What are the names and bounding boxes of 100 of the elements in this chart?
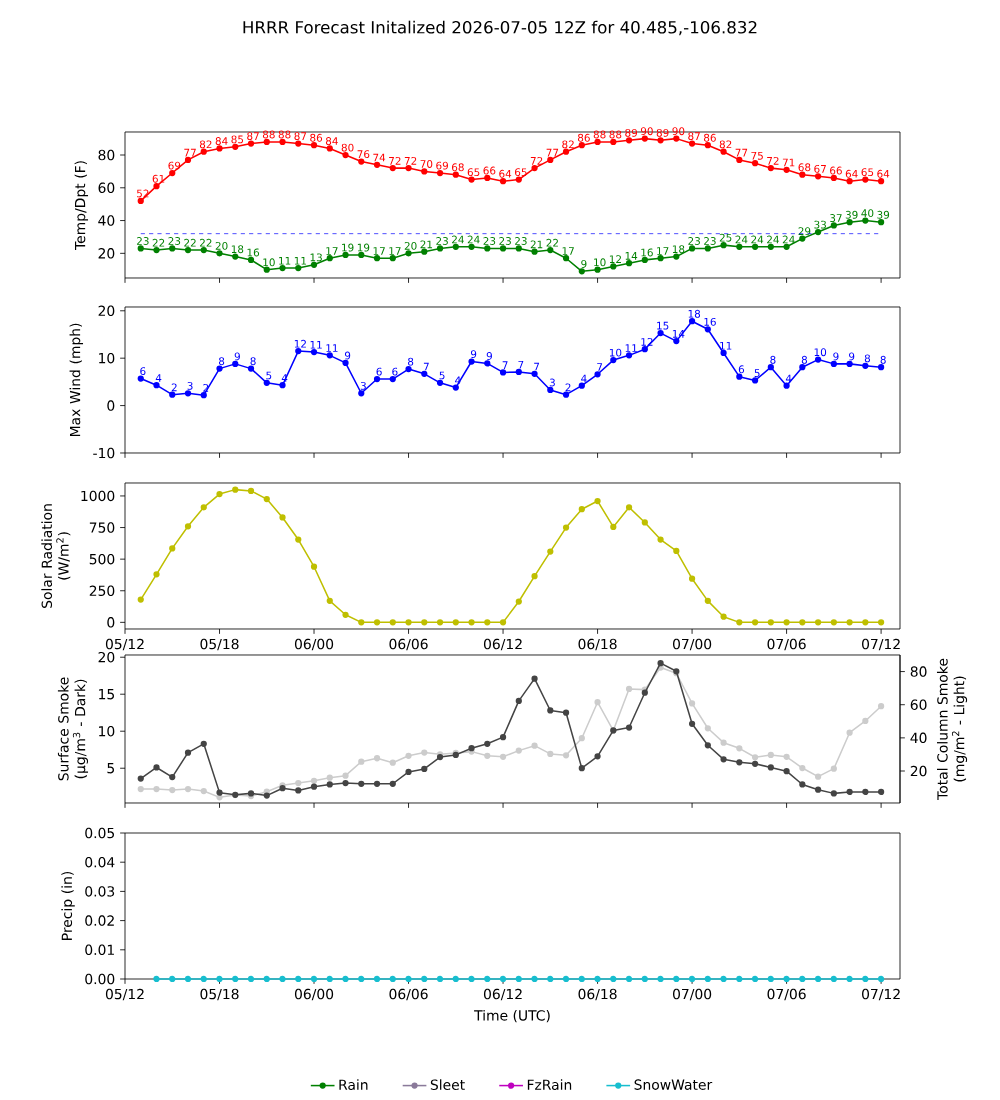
data-label: 24: [467, 235, 480, 244]
y-tick-label: 250: [89, 585, 115, 597]
data-label: 87: [247, 132, 259, 141]
data-label: 5: [754, 369, 760, 377]
data-label: 4: [155, 374, 162, 382]
x-tick-label: 06/18: [578, 638, 617, 651]
data-label: 87: [294, 132, 307, 141]
data-label: 22: [152, 238, 165, 247]
data-label: 11: [294, 257, 307, 265]
data-label: 9: [344, 351, 351, 360]
x-tick-label: 05/12: [105, 988, 144, 1001]
data-label: 23: [704, 237, 716, 245]
y-axis-title: Temp/Dpt (F): [74, 161, 89, 251]
data-label: 80: [341, 143, 354, 152]
data-label: 17: [562, 247, 574, 255]
y-tick-label: 500: [89, 553, 115, 565]
data-label: 39: [845, 210, 858, 219]
data-label: 23: [483, 237, 496, 245]
data-label: 65: [861, 168, 874, 177]
y-tick-label: 10: [99, 725, 115, 737]
data-label: 11: [720, 341, 732, 350]
y-axis-title: Precip (in): [61, 871, 75, 940]
data-label: 76: [357, 150, 370, 159]
y-tick-label: 0: [107, 400, 115, 411]
data-label: 23: [515, 237, 527, 245]
data-label: 84: [325, 137, 338, 145]
y-tick-label: 10: [99, 352, 115, 364]
data-label: 69: [436, 161, 449, 170]
data-label: 23: [168, 237, 181, 245]
data-label: 16: [641, 248, 653, 257]
data-label: 6: [738, 365, 745, 374]
data-label: 90: [640, 127, 653, 136]
y-tick-label: 20: [98, 305, 115, 317]
data-label: 21: [530, 240, 543, 249]
data-label: 23: [688, 237, 700, 245]
data-label: 24: [751, 235, 764, 244]
data-label: 19: [342, 243, 354, 252]
data-label: 25: [719, 233, 732, 242]
data-label: 69: [168, 161, 181, 170]
y2-tick-label: 60: [910, 699, 927, 710]
data-label: 10: [263, 258, 275, 267]
data-label: 64: [845, 169, 858, 178]
data-label: 68: [451, 163, 464, 172]
y-tick-label: 0.05: [85, 827, 115, 839]
y-tick-label: 750: [89, 522, 115, 533]
data-label: 10: [814, 348, 827, 357]
data-label: 86: [577, 133, 590, 142]
data-label: 5: [439, 371, 445, 380]
y-tick-label: 0.04: [85, 856, 115, 868]
data-label: 2: [565, 383, 571, 392]
y-tick-label: 80: [98, 149, 115, 161]
data-label: 24: [735, 235, 748, 244]
data-label: 13: [310, 253, 322, 262]
data-label: 24: [767, 235, 779, 244]
data-label: 9: [833, 352, 839, 361]
data-label: 2: [171, 383, 177, 392]
y-tick-label: 40: [98, 215, 115, 226]
y2-tick-label: 80: [910, 666, 927, 677]
data-label: 70: [420, 160, 433, 168]
data-label: 17: [389, 247, 401, 255]
legend-label: SnowWater: [634, 1079, 713, 1090]
x-axis-title: Time (UTC): [474, 1009, 550, 1023]
data-label: 77: [546, 148, 559, 157]
data-label: 82: [199, 140, 212, 149]
data-label: 22: [546, 238, 558, 247]
data-label: 88: [278, 130, 291, 139]
data-label: 72: [404, 156, 417, 165]
data-label: 6: [140, 367, 146, 376]
data-label: 17: [657, 247, 669, 255]
data-label: 3: [187, 381, 193, 390]
y2-tick-label: 40: [910, 732, 927, 744]
data-label: 8: [801, 355, 808, 364]
legend-label: Sleet: [430, 1079, 465, 1091]
data-label: 6: [392, 367, 398, 376]
x-tick-label: 07/12: [862, 638, 900, 651]
data-label: 10: [609, 348, 622, 357]
y-tick-label: -10: [93, 447, 115, 459]
data-label: 88: [593, 130, 606, 139]
x-tick-label: 05/18: [200, 988, 239, 1001]
x-tick-label: 06/18: [578, 988, 617, 1001]
data-label: 33: [814, 220, 826, 229]
data-label: 8: [218, 357, 225, 366]
data-label: 72: [389, 156, 401, 165]
data-label: 9: [470, 350, 477, 359]
data-label: 64: [499, 169, 512, 178]
data-label: 39: [877, 210, 890, 219]
data-label: 21: [420, 240, 433, 249]
data-label: 7: [502, 361, 508, 369]
data-label: 16: [247, 248, 260, 257]
x-tick-label: 06/12: [483, 638, 522, 651]
data-label: 23: [136, 237, 149, 245]
data-label: 72: [530, 156, 543, 165]
x-tick-label: 07/06: [767, 988, 806, 1001]
data-label: 52: [137, 189, 149, 198]
data-label: 61: [152, 174, 165, 183]
data-label: 86: [310, 133, 323, 142]
data-label: 15: [657, 321, 669, 330]
x-tick-label: 06/00: [294, 988, 334, 1001]
data-label: 5: [266, 371, 272, 380]
data-label: 40: [861, 209, 874, 218]
